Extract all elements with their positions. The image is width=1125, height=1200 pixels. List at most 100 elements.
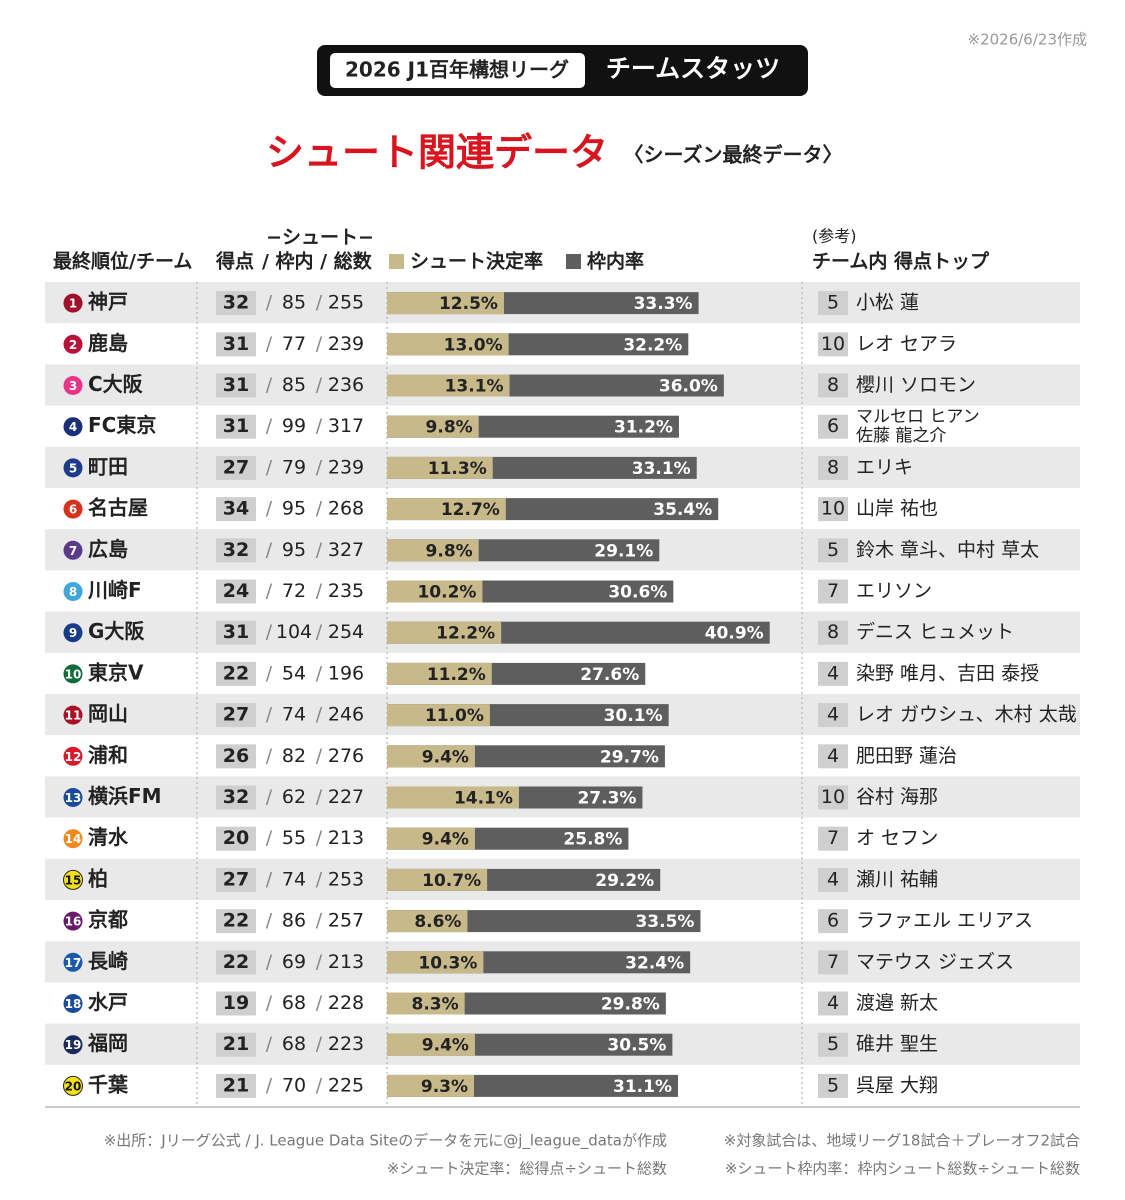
top-scorer: レオ セアラ: [856, 333, 957, 355]
on-target: 54: [282, 662, 306, 684]
goals: 32: [223, 539, 249, 561]
conversion-bar: [387, 456, 493, 479]
shots: 228: [328, 992, 364, 1014]
goals-box: [216, 703, 256, 728]
on-target-rate-label: 30.6%: [608, 583, 667, 603]
separator: /: [266, 745, 273, 767]
rank: 15: [65, 873, 82, 887]
on-target: 99: [282, 415, 306, 437]
top-scorer: 渡邉 新太: [856, 992, 938, 1014]
goals-box: [216, 785, 256, 810]
team: 千葉: [88, 1072, 129, 1096]
top-goals-box: [818, 455, 848, 480]
rank: 12: [65, 750, 82, 764]
on-target: 68: [282, 992, 306, 1014]
conversion-label: 10.7%: [422, 871, 481, 891]
top-goals-box: [818, 703, 848, 728]
goals: 31: [223, 333, 249, 355]
title: シュート関連データ: [266, 131, 608, 175]
goals: 19: [223, 992, 249, 1014]
conversion-label: 9.3%: [421, 1077, 468, 1097]
team: G大阪: [88, 619, 145, 643]
on-target: 82: [282, 745, 306, 767]
top-goals: 5: [827, 539, 839, 561]
rank: 2: [69, 338, 77, 352]
on-target: 85: [282, 374, 306, 396]
conversion-label: 11.3%: [428, 459, 487, 479]
header-title: チームスタッツ: [606, 54, 780, 83]
top-goals: 4: [827, 704, 839, 726]
rank: 4: [69, 420, 77, 434]
goals-box: [216, 620, 256, 645]
footer-scope: ※対象試合は、地域リーグ18試合＋プレーオフ2試合: [724, 1132, 1080, 1150]
rank: 14: [65, 832, 82, 846]
top-scorer: 瀬川 祐輔: [856, 868, 938, 890]
top-goals-box: [818, 991, 848, 1016]
team: 浦和: [88, 743, 128, 767]
top-scorer: 小松 蓮: [856, 292, 919, 314]
top-scorer: 肥田野 蓮治: [856, 745, 957, 767]
conversion-label: 9.4%: [422, 1036, 469, 1056]
separator: /: [316, 827, 323, 849]
top-scorer: 鈴木 章斗、中村 草太: [856, 539, 1039, 561]
on-target-rate-label: 30.1%: [604, 706, 663, 726]
separator: /: [316, 992, 323, 1014]
top-goals: 10: [821, 333, 845, 355]
on-target-rate-label: 27.6%: [580, 665, 639, 685]
separator: /: [316, 910, 323, 932]
conversion-bar: [387, 951, 484, 974]
team: 広島: [88, 537, 128, 561]
conversion-bar: [387, 333, 509, 356]
goals: 34: [223, 498, 249, 520]
col-team: 最終順位/チーム: [53, 250, 192, 273]
top-goals: 6: [827, 910, 839, 932]
top-scorer: エリキ: [856, 456, 913, 478]
conversion-bar: [387, 910, 468, 933]
goals-box: [216, 909, 256, 934]
rank: 20: [65, 1079, 82, 1093]
on-target: 72: [282, 580, 306, 602]
on-target: 86: [282, 910, 306, 932]
goals-box: [216, 661, 256, 686]
goals-box: [216, 455, 256, 480]
rank: 3: [69, 379, 77, 393]
goals: 31: [223, 374, 249, 396]
on-target-rate-label: 29.1%: [594, 541, 653, 561]
legend-swatch: [389, 254, 404, 269]
rank: 5: [69, 461, 77, 475]
top-scorer: デニス ヒュメット: [856, 621, 1014, 643]
on-target-rate-label: 29.2%: [595, 871, 654, 891]
goals-box: [216, 497, 256, 522]
team: 京都: [88, 908, 128, 932]
top-scorer: 山岸 祐也: [856, 498, 938, 520]
separator: /: [266, 951, 273, 973]
rank-badge: [63, 1035, 83, 1055]
top-goals: 7: [827, 951, 839, 973]
top-goals-box: [818, 785, 848, 810]
top-goals: 6: [827, 415, 839, 437]
top-scorer: マテウス ジェズス: [856, 951, 1014, 973]
on-target-rate-label: 33.3%: [634, 294, 693, 314]
on-target-rate-label: 35.4%: [653, 500, 712, 520]
conversion-label: 13.1%: [445, 377, 504, 397]
team: 神戸: [88, 290, 128, 314]
rank: 7: [69, 544, 77, 558]
goals: 32: [223, 786, 249, 808]
goals-box: [216, 538, 256, 563]
top-goals: 4: [827, 745, 839, 767]
on-target: 55: [282, 827, 306, 849]
shots: 239: [328, 333, 364, 355]
goals: 27: [223, 868, 249, 890]
conversion-bar: [387, 621, 502, 644]
separator: /: [316, 498, 323, 520]
conversion-label: 8.3%: [412, 995, 459, 1015]
goals-box: [216, 991, 256, 1016]
separator: /: [316, 1074, 323, 1096]
on-target: 104: [276, 621, 312, 643]
on-target: 70: [282, 1074, 306, 1096]
goals: 21: [223, 1074, 249, 1096]
team: 横浜FM: [88, 784, 162, 808]
goals: 31: [223, 621, 249, 643]
separator: /: [316, 951, 323, 973]
